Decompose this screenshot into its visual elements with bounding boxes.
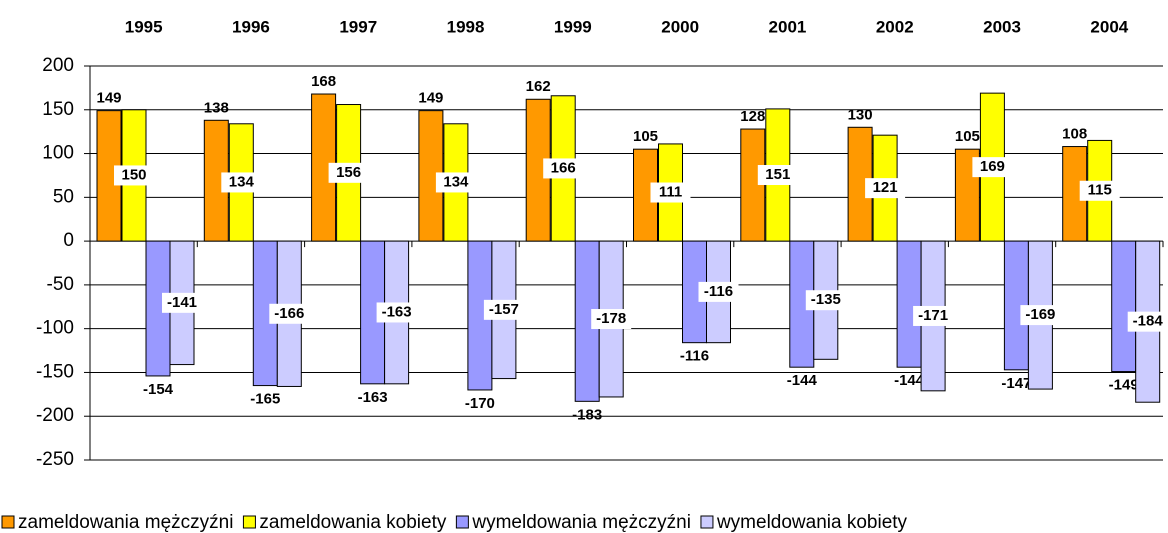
data-label: 121: [873, 179, 898, 196]
data-label-box: [972, 157, 1013, 178]
data-label: -144: [787, 372, 818, 389]
data-label: -157: [489, 301, 519, 318]
y-tick-label: 0: [63, 230, 74, 251]
bar: [896, 240, 922, 368]
data-label: 105: [955, 128, 980, 145]
data-label-box: [698, 281, 739, 302]
y-tick-label: -200: [36, 405, 74, 426]
data-label: -165: [250, 391, 280, 408]
x-category-label: 2004: [1090, 17, 1128, 36]
data-label-box: [805, 290, 846, 311]
data-label-box: [221, 172, 262, 193]
y-tick-label: -100: [36, 318, 74, 339]
y-tick-label: -250: [36, 449, 74, 470]
data-label: -141: [167, 294, 197, 311]
data-label: -154: [143, 381, 174, 398]
data-label-box: [328, 162, 369, 183]
data-label: 105: [633, 128, 658, 145]
legend-label: wymeldowania kobiety: [716, 512, 908, 533]
legend-label: zameldowania kobiety: [259, 512, 446, 533]
legend-swatch: [455, 515, 469, 529]
data-label: -183: [572, 406, 602, 423]
data-label: 111: [659, 183, 682, 200]
data-label: -169: [1025, 306, 1055, 323]
y-tick-label: 150: [42, 99, 74, 120]
data-label: 162: [526, 78, 551, 95]
bar: [1111, 240, 1137, 373]
data-label-box: [483, 299, 524, 320]
x-category-label: 1995: [125, 17, 163, 36]
data-label: -147: [1001, 375, 1031, 392]
data-label: 169: [980, 158, 1005, 175]
y-tick-label: 50: [53, 186, 74, 207]
data-label: 108: [1062, 126, 1087, 143]
legend-swatch: [242, 515, 256, 529]
x-category-label: 1998: [447, 17, 485, 36]
data-label: 149: [418, 90, 443, 107]
data-label-box: [1127, 311, 1168, 332]
data-label-box: [114, 165, 154, 186]
data-label: 149: [96, 90, 121, 107]
x-category-label: 2002: [876, 17, 914, 36]
data-label: -170: [465, 395, 495, 412]
data-label-box: [650, 182, 691, 203]
bar: [740, 128, 766, 242]
y-tick-label: 200: [42, 55, 74, 76]
legend-swatch: [1, 515, 15, 529]
data-label-box: [435, 172, 476, 193]
legend-label: wymeldowania mężczyźni: [471, 512, 691, 533]
data-label-box: [1020, 305, 1061, 326]
data-label-box: [913, 305, 954, 326]
data-label: 134: [443, 173, 469, 190]
data-label: 134: [229, 173, 255, 190]
data-label-box: [865, 178, 906, 199]
data-label-box: [1079, 180, 1120, 201]
data-label: 128: [740, 108, 765, 125]
data-label: -116: [704, 283, 733, 300]
data-label: -166: [274, 305, 304, 322]
data-label: -144: [894, 372, 925, 389]
data-label-box: [757, 165, 798, 186]
data-label-box: [269, 303, 310, 324]
data-label-box: [543, 158, 584, 179]
data-label-box: [591, 309, 632, 330]
data-label: -178: [596, 310, 626, 327]
data-label: 130: [848, 106, 873, 123]
data-label: 168: [311, 73, 336, 90]
data-label: 151: [765, 166, 790, 183]
data-label: -171: [918, 307, 948, 324]
x-category-label: 1999: [554, 17, 592, 36]
data-label-box: [162, 292, 202, 313]
x-category-label: 1996: [232, 17, 270, 36]
data-label: -149: [1109, 377, 1139, 394]
y-tick-label: -150: [36, 361, 74, 382]
data-label: 138: [204, 99, 229, 116]
data-label: 150: [121, 166, 146, 183]
x-category-label: 2000: [661, 17, 699, 36]
x-category-label: 2003: [983, 17, 1021, 36]
x-category-label: 1997: [339, 17, 377, 36]
y-tick-label: -50: [47, 274, 74, 295]
x-category-label: 2001: [769, 17, 807, 36]
data-label: 115: [1088, 182, 1112, 199]
bar: [847, 126, 873, 242]
legend-swatch: [700, 515, 714, 529]
data-label: 156: [336, 164, 361, 181]
y-tick-label: 100: [42, 143, 74, 164]
data-label: 166: [551, 159, 576, 176]
bar: [1062, 146, 1088, 242]
data-label: -163: [358, 389, 388, 406]
data-label: -116: [680, 348, 709, 365]
legend-label: zameldowania mężczyźni: [18, 512, 233, 533]
data-label: -135: [811, 291, 841, 308]
data-label: -184: [1133, 313, 1164, 330]
data-label-box: [376, 302, 417, 323]
data-label: -163: [382, 303, 412, 320]
